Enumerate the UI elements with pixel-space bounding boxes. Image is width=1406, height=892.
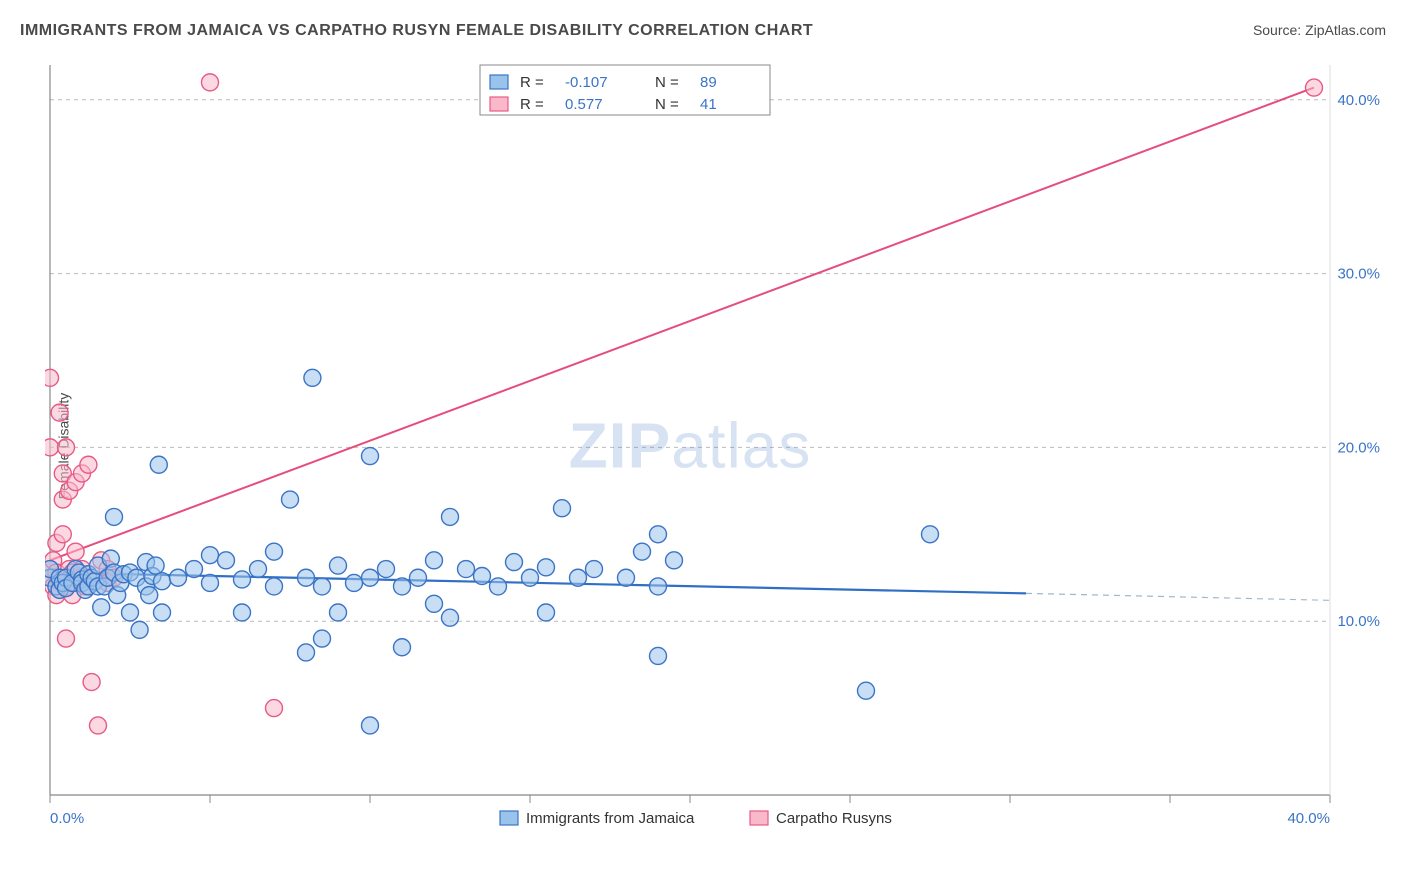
stats-n-value: 41 — [700, 96, 717, 113]
data-point — [618, 569, 635, 586]
data-point — [170, 569, 187, 586]
chart-svg: 0.0% 40.0% 10.0% 20.0% 30.0% 40.0% ZIPatlas R =… — [45, 60, 1385, 860]
data-point — [266, 578, 283, 595]
data-point — [666, 552, 683, 569]
data-point — [346, 574, 363, 591]
stats-n-value: 89 — [700, 74, 717, 91]
data-point — [650, 647, 667, 664]
data-point — [362, 717, 379, 734]
data-point — [202, 74, 219, 91]
data-point — [58, 630, 75, 647]
data-point — [90, 717, 107, 734]
legend-label: Carpatho Rusyns — [776, 810, 892, 827]
data-point — [410, 569, 427, 586]
y-tick-label: 20.0% — [1337, 439, 1380, 456]
stats-r-label: R = — [520, 74, 544, 91]
data-point — [154, 573, 171, 590]
y-tick-label: 10.0% — [1337, 613, 1380, 630]
data-point — [442, 609, 459, 626]
data-point — [394, 639, 411, 656]
data-point — [858, 682, 875, 699]
data-point — [234, 571, 251, 588]
chart-title: IMMIGRANTS FROM JAMAICA VS CARPATHO RUSY… — [20, 22, 813, 40]
data-point — [394, 578, 411, 595]
data-point — [106, 508, 123, 525]
data-point — [362, 569, 379, 586]
legend-label: Immigrants from Jamaica — [526, 810, 695, 827]
data-point — [54, 526, 71, 543]
trend-line-extrapolated — [1026, 593, 1330, 600]
data-point — [282, 491, 299, 508]
data-point — [650, 526, 667, 543]
data-point — [314, 578, 331, 595]
data-point — [426, 595, 443, 612]
data-point — [202, 547, 219, 564]
data-point — [122, 604, 139, 621]
chart-area: 0.0% 40.0% 10.0% 20.0% 30.0% 40.0% ZIPatlas R =… — [45, 60, 1385, 830]
data-point — [330, 604, 347, 621]
x-tick-label: 40.0% — [1287, 810, 1330, 827]
data-point — [522, 569, 539, 586]
data-point — [378, 561, 395, 578]
legend-swatch — [490, 75, 508, 89]
data-point — [51, 404, 68, 421]
data-point — [634, 543, 651, 560]
data-point — [150, 456, 167, 473]
source-link[interactable]: ZipAtlas.com — [1305, 22, 1386, 38]
data-point — [304, 369, 321, 386]
data-point — [298, 569, 315, 586]
y-tick-label: 30.0% — [1337, 266, 1380, 283]
data-point — [442, 508, 459, 525]
legend-swatch — [490, 97, 508, 111]
data-point — [650, 578, 667, 595]
data-point — [362, 448, 379, 465]
data-point — [250, 561, 267, 578]
data-point — [131, 621, 148, 638]
data-point — [570, 569, 587, 586]
legend-swatch — [500, 811, 518, 825]
data-point — [266, 700, 283, 717]
data-point — [298, 644, 315, 661]
stats-n-label: N = — [655, 96, 679, 113]
data-point — [266, 543, 283, 560]
trend-line — [50, 88, 1314, 561]
source-attribution: Source: ZipAtlas.com — [1253, 22, 1386, 38]
data-point — [922, 526, 939, 543]
data-point — [1306, 79, 1323, 96]
data-point — [186, 561, 203, 578]
y-tick-label: 40.0% — [1337, 92, 1380, 109]
data-point — [586, 561, 603, 578]
data-point — [67, 543, 84, 560]
data-point — [93, 599, 110, 616]
watermark: ZIPatlas — [569, 409, 812, 481]
legend-swatch — [750, 811, 768, 825]
source-prefix: Source: — [1253, 22, 1305, 38]
data-point — [80, 456, 97, 473]
data-point — [506, 554, 523, 571]
data-point — [314, 630, 331, 647]
x-tick-label: 0.0% — [50, 810, 84, 827]
data-point — [538, 559, 555, 576]
data-point — [554, 500, 571, 517]
data-point — [141, 587, 158, 604]
data-point — [234, 604, 251, 621]
data-point — [58, 439, 75, 456]
data-point — [218, 552, 235, 569]
stats-r-value: 0.577 — [565, 96, 603, 113]
data-point — [83, 674, 100, 691]
stats-r-label: R = — [520, 96, 544, 113]
data-point — [45, 369, 59, 386]
data-point — [330, 557, 347, 574]
stats-r-value: -0.107 — [565, 74, 608, 91]
data-point — [474, 568, 491, 585]
data-point — [45, 439, 59, 456]
data-point — [458, 561, 475, 578]
data-point — [426, 552, 443, 569]
data-point — [490, 578, 507, 595]
data-point — [147, 557, 164, 574]
data-point — [538, 604, 555, 621]
stats-n-label: N = — [655, 74, 679, 91]
data-point — [154, 604, 171, 621]
data-point — [202, 574, 219, 591]
